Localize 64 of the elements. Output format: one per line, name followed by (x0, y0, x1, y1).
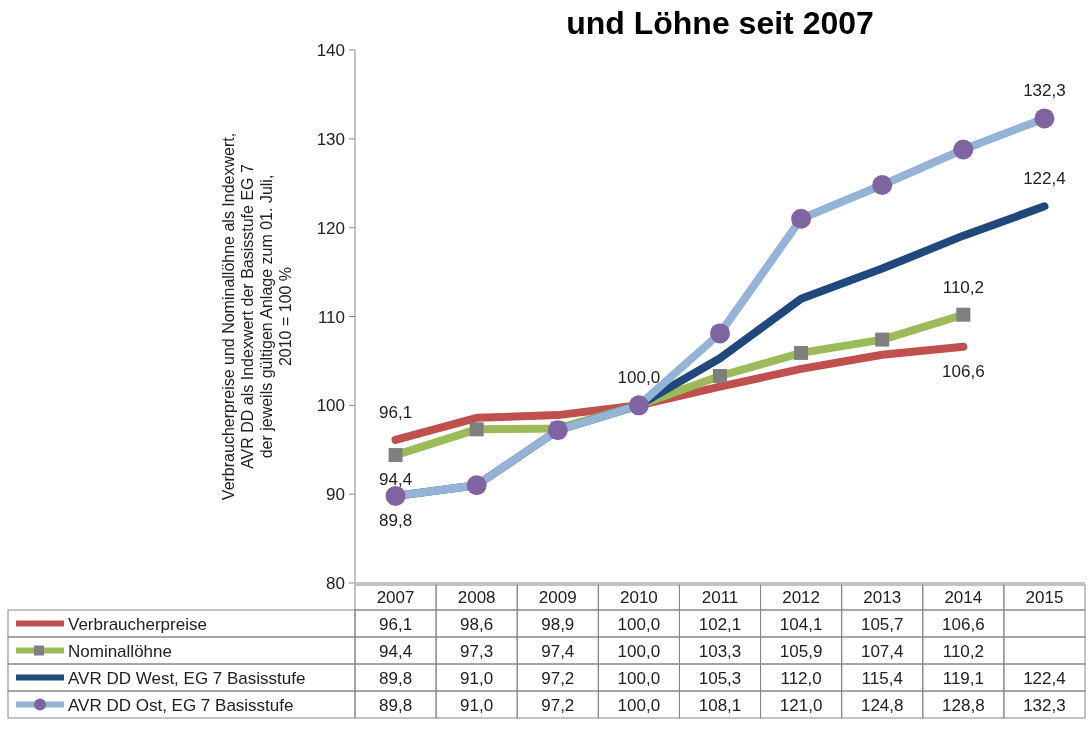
data-label: 100,0 (617, 614, 661, 634)
x-tick-label: 2007 (376, 588, 415, 607)
annotation: 89,8 (379, 510, 413, 530)
data-label: 91,0 (460, 668, 494, 688)
data-label: 110,2 (942, 641, 984, 661)
data-label: 105,9 (779, 641, 823, 661)
y-tick-label: 120 (316, 218, 345, 238)
data-label: 105,3 (698, 668, 742, 688)
annotation: 110,2 (942, 277, 984, 297)
data-label: 128,8 (942, 695, 985, 715)
data-label: 132,3 (1023, 695, 1066, 715)
legend-label: Verbraucherpreise (68, 614, 207, 634)
data-label: 97,4 (541, 641, 575, 661)
legend-label: AVR DD Ost, EG 7 Basisstufe (68, 695, 294, 715)
data-label: 115,4 (861, 668, 903, 688)
x-tick-label: 2014 (944, 588, 983, 607)
data-label: 107,4 (860, 641, 904, 661)
y-tick-label: 90 (326, 485, 345, 505)
data-label: 100,0 (617, 641, 661, 661)
data-label: 108,1 (698, 695, 742, 715)
data-label: 98,9 (541, 614, 575, 634)
legend-label: Nominallöhne (68, 641, 172, 661)
x-tick-label: 2012 (782, 588, 821, 607)
data-label: 98,6 (460, 614, 494, 634)
y-tick-label: 80 (326, 574, 345, 593)
annotation: 122,4 (1023, 169, 1066, 189)
data-label: 105,7 (860, 614, 904, 634)
x-tick-label: 2010 (619, 588, 658, 607)
data-label: 103,3 (698, 641, 742, 661)
y-tick-label: 110 (317, 307, 345, 327)
x-tick-label: 2015 (1025, 588, 1064, 607)
data-label: 97,2 (541, 695, 575, 715)
data-label: 97,2 (541, 668, 575, 688)
data-label: 122,4 (1023, 668, 1066, 688)
data-label: 121,0 (779, 695, 823, 715)
x-tick-label: 2009 (538, 588, 577, 607)
data-label: 94,4 (379, 641, 413, 661)
data-label: 97,3 (460, 641, 494, 661)
data-label: 112,0 (780, 668, 822, 688)
annotation: 94,4 (379, 470, 413, 490)
data-label: 89,8 (379, 695, 413, 715)
legend-label: AVR DD West, EG 7 Basisstufe (68, 668, 306, 688)
chart-title: und Löhne seit 2007 (566, 5, 874, 41)
x-tick-label: 2008 (457, 588, 496, 607)
data-label: 89,8 (379, 668, 413, 688)
data-label: 102,1 (698, 614, 742, 634)
annotation: 132,3 (1023, 81, 1066, 101)
data-label: 91,0 (460, 695, 494, 715)
y-axis-title: Verbraucherpreise und Nominallöhne als Indexwert, AVR DD als Indexwert der Basisstufe EG 7 der jeweils gültigen Anlage zum 01. Juli, 2010 = 100 % (219, 132, 294, 501)
data-label: 104,1 (779, 614, 823, 634)
data-label: 100,0 (617, 695, 661, 715)
y-tick-label: 140 (316, 41, 345, 60)
x-tick-label: 2013 (863, 588, 902, 607)
data-label: 119,1 (942, 668, 984, 688)
annotation: 106,6 (942, 361, 985, 381)
annotation: 100,0 (617, 368, 661, 388)
data-label: 100,0 (617, 668, 661, 688)
y-tick-label: 100 (316, 396, 345, 416)
data-label: 106,6 (942, 614, 985, 634)
data-label: 96,1 (379, 614, 413, 634)
annotation: 96,1 (379, 402, 413, 422)
data-label: 124,8 (860, 695, 904, 715)
y-tick-label: 130 (316, 129, 345, 149)
x-tick-label: 2011 (701, 588, 739, 607)
